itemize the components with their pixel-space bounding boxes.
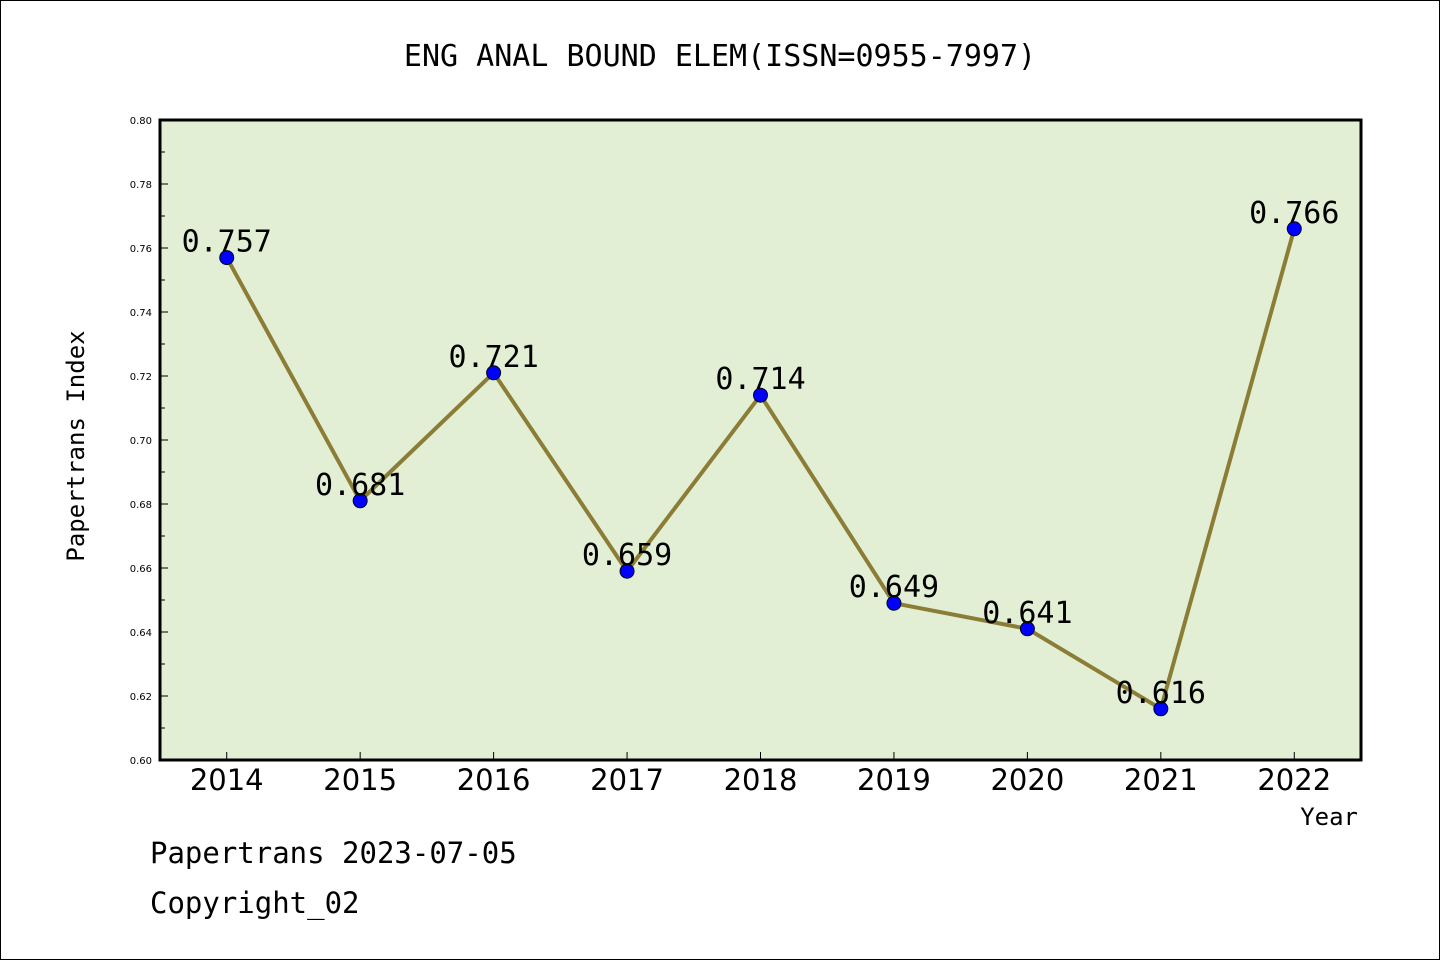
x-tick-label: 2015 bbox=[323, 763, 397, 797]
x-tick-label: 2017 bbox=[590, 763, 664, 797]
data-label: 0.721 bbox=[448, 340, 538, 375]
y-tick-label: 0.74 bbox=[130, 308, 152, 319]
x-axis-label: Year bbox=[1300, 803, 1358, 831]
data-point bbox=[619, 563, 635, 579]
series-line-group bbox=[219, 221, 1302, 717]
y-tick-label: 0.62 bbox=[130, 692, 152, 703]
y-tick-label: 0.70 bbox=[130, 436, 152, 447]
x-axis-ticks: 2014 2015 2016 2017 2018 2019 2020 2021 2022 bbox=[190, 752, 1331, 797]
data-point bbox=[486, 365, 502, 381]
x-tick-label: 2019 bbox=[857, 763, 931, 797]
plot-area bbox=[160, 120, 1361, 760]
y-tick-label: 0.78 bbox=[130, 180, 152, 191]
data-label: 0.714 bbox=[715, 362, 805, 397]
data-point bbox=[219, 250, 235, 266]
data-point bbox=[753, 387, 768, 403]
y-tick-label: 0.60 bbox=[130, 756, 152, 767]
y-tick-label: 0.80 bbox=[130, 116, 152, 127]
y-tick-label: 0.76 bbox=[130, 244, 152, 255]
data-labels: 0.757 0.681 0.721 0.659 0.714 0.649 0.641 0.616… bbox=[182, 196, 1340, 711]
data-label: 0.641 bbox=[982, 596, 1072, 631]
y-axis-ticks: 0.60 0.62 0.64 0.66 0.68 0.70 0.72 0.74 0.76 0.78… bbox=[130, 116, 168, 767]
data-point bbox=[1019, 621, 1035, 637]
data-label: 0.649 bbox=[849, 570, 939, 605]
data-point bbox=[1286, 221, 1302, 237]
x-tick-label: 2018 bbox=[724, 763, 798, 797]
y-tick-label: 0.72 bbox=[130, 372, 152, 383]
y-tick-label: 0.66 bbox=[130, 564, 152, 575]
data-point bbox=[352, 493, 368, 509]
y-tick-label: 0.68 bbox=[130, 500, 152, 511]
data-point bbox=[886, 595, 902, 611]
footer-source: Papertrans 2023-07-05 bbox=[150, 836, 517, 870]
data-label: 0.766 bbox=[1249, 196, 1339, 231]
x-tick-label: 2020 bbox=[990, 763, 1064, 797]
x-tick-label: 2016 bbox=[457, 763, 531, 797]
y-axis-label: Papertrans Index bbox=[62, 330, 90, 561]
y-tick-label: 0.64 bbox=[130, 628, 152, 639]
chart-title: ENG ANAL BOUND ELEM(ISSN=0955-7997) bbox=[404, 39, 1036, 74]
data-label: 0.757 bbox=[182, 225, 272, 260]
x-tick-label: 2014 bbox=[190, 763, 264, 797]
data-label: 0.681 bbox=[315, 468, 405, 503]
plot-border bbox=[158, 118, 1363, 762]
data-label: 0.659 bbox=[582, 538, 672, 573]
x-tick-label: 2022 bbox=[1257, 763, 1331, 797]
data-label: 0.616 bbox=[1116, 676, 1206, 711]
x-tick-label: 2021 bbox=[1124, 763, 1198, 797]
footer-copyright: Copyright_02 bbox=[150, 886, 360, 920]
data-point bbox=[1153, 701, 1169, 717]
